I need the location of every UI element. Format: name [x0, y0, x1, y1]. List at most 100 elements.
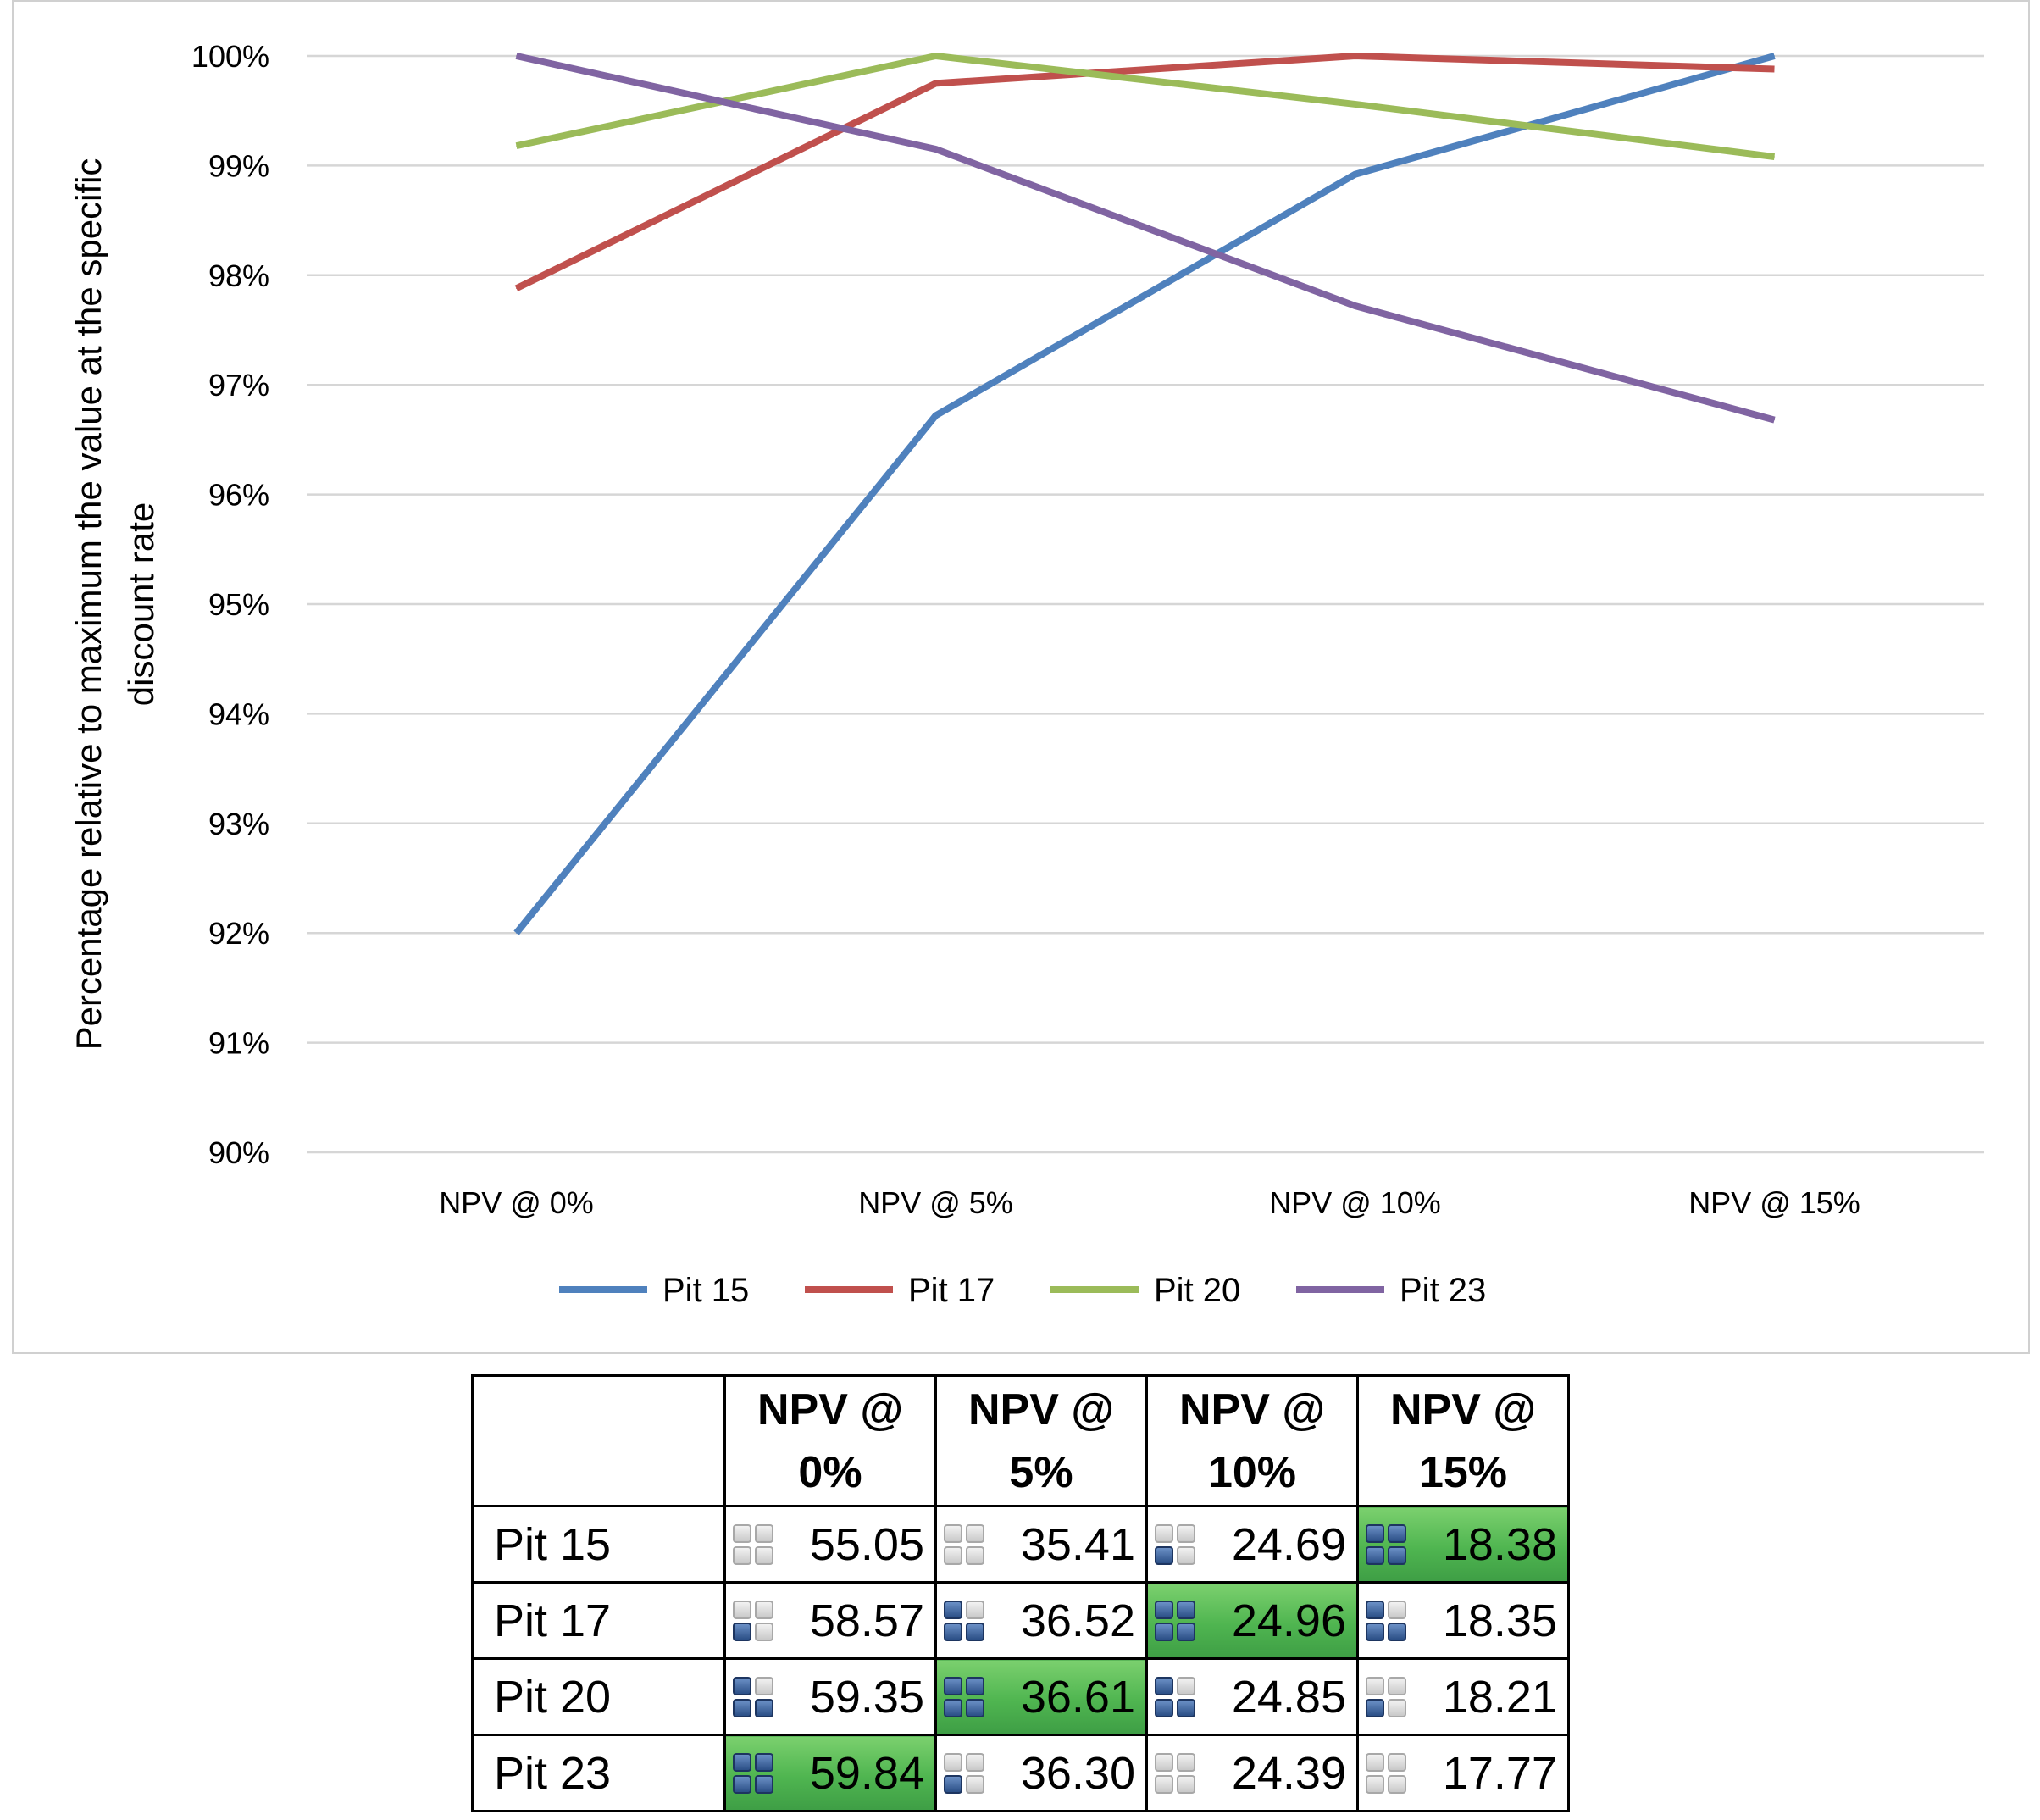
cell-value: 18.35 [1442, 1595, 1557, 1646]
column-header-line: NPV @ [967, 1384, 1115, 1434]
table-cell: 59.84 [723, 1734, 937, 1812]
table-cell: 36.61 [934, 1657, 1148, 1736]
table-row: Pit 15 55.05 35.41 24.69 18.38 [471, 1505, 1570, 1584]
quadrant-rating-icon [944, 1600, 984, 1641]
column-header-line: NPV @ [1389, 1384, 1537, 1434]
table-row: Pit 20 59.35 36.61 24.85 18.21 [471, 1657, 1570, 1736]
table-cell: 24.85 [1145, 1657, 1359, 1736]
quadrant-rating-icon [733, 1752, 773, 1794]
cell-value: 36.61 [1020, 1671, 1135, 1723]
y-axis-title-line: Percentage relative to maximum the value… [69, 158, 108, 1051]
quadrant-rating-icon [1155, 1523, 1195, 1565]
data-point [1774, 55, 1775, 57]
line-chart: 90% 91% 92% 93% 94% 95% 96% 97% 98% 99% 100% NPV @… [69, 39, 1984, 1309]
y-tick-label: 94% [208, 696, 269, 731]
y-tick-label: 100% [191, 39, 269, 74]
column-header-line: 15% [1418, 1447, 1508, 1497]
cell-value: 18.21 [1442, 1671, 1557, 1723]
column-header-line: 10% [1207, 1447, 1297, 1497]
legend-item: Pit 23 [1296, 1272, 1486, 1309]
data-point [935, 414, 936, 416]
table-cell: 24.69 [1145, 1505, 1359, 1584]
table-cell: 35.41 [934, 1505, 1148, 1584]
column-header-line: NPV @ [1178, 1384, 1326, 1434]
legend: Pit 15 Pit 17 Pit 20 Pit 23 [559, 1272, 1486, 1309]
table-cell: 18.21 [1356, 1657, 1570, 1736]
x-tick-label: NPV @ 0% [439, 1185, 594, 1220]
quadrant-rating-icon [1155, 1676, 1195, 1717]
data-point [516, 932, 517, 934]
npv-table: NPV @ 0% NPV @ 5% NPV @ 10% NPV @ 15% Pit 15 55.… [471, 1374, 1570, 1812]
legend-item: Pit 17 [805, 1272, 995, 1309]
quadrant-rating-icon [944, 1523, 984, 1565]
gridlines [307, 54, 1984, 1154]
legend-item: Pit 15 [559, 1272, 749, 1309]
table-column-header: NPV @ 0% [723, 1374, 937, 1507]
quadrant-rating-icon [733, 1676, 773, 1717]
cell-value: 36.30 [1020, 1747, 1135, 1799]
table-cell: 24.96 [1145, 1581, 1359, 1660]
table-body: Pit 15 55.05 35.41 24.69 18.38 Pit 17 58.57 36.… [471, 1505, 1570, 1812]
y-axis-title: Percentage relative to maximum the value… [69, 158, 161, 1051]
y-axis-title-line: discount rate [121, 502, 161, 706]
y-axis-ticks: 90% 91% 92% 93% 94% 95% 96% 97% 98% 99% 100% [191, 39, 269, 1170]
y-tick-label: 95% [208, 587, 269, 622]
cell-value: 35.41 [1020, 1518, 1135, 1570]
table-cell: 59.35 [723, 1657, 937, 1736]
quadrant-rating-icon [1155, 1600, 1195, 1641]
row-label: Pit 23 [471, 1734, 726, 1812]
column-header-line: 5% [1009, 1447, 1073, 1497]
y-tick-label: 92% [208, 916, 269, 951]
x-axis-ticks: NPV @ 0% NPV @ 5% NPV @ 10% NPV @ 15% [439, 1185, 1860, 1220]
quadrant-rating-icon [944, 1676, 984, 1717]
legend-label: Pit 23 [1400, 1272, 1486, 1309]
row-label: Pit 15 [471, 1505, 726, 1584]
table-column-header: NPV @ 10% [1145, 1374, 1359, 1507]
column-header-line: NPV @ [757, 1384, 904, 1434]
cell-value: 24.96 [1231, 1595, 1346, 1646]
cell-value: 58.57 [809, 1595, 924, 1646]
cell-value: 24.85 [1231, 1671, 1346, 1723]
cell-value: 59.84 [809, 1747, 924, 1799]
y-tick-label: 96% [208, 478, 269, 513]
quadrant-rating-icon [944, 1752, 984, 1794]
data-point [516, 145, 517, 147]
y-tick-label: 98% [208, 258, 269, 293]
table-column-header: NPV @ 15% [1356, 1374, 1570, 1507]
row-label: Pit 20 [471, 1657, 726, 1736]
data-point [935, 55, 936, 57]
y-tick-label: 99% [208, 148, 269, 183]
table-cell: 36.30 [934, 1734, 1148, 1812]
cell-value: 24.39 [1231, 1747, 1346, 1799]
data-point [1774, 156, 1775, 158]
data-point [516, 287, 517, 289]
legend-item: Pit 20 [1050, 1272, 1240, 1309]
data-point [935, 82, 936, 84]
column-header-line: 0% [798, 1447, 862, 1497]
table-corner-cell [471, 1374, 726, 1507]
cell-value: 36.52 [1020, 1595, 1135, 1646]
row-label: Pit 17 [471, 1581, 726, 1660]
cell-value: 17.77 [1442, 1747, 1557, 1799]
series-line-pit-15 [513, 53, 1776, 935]
quadrant-rating-icon [1155, 1752, 1195, 1794]
table-header-row: NPV @ 0% NPV @ 5% NPV @ 10% NPV @ 15% [471, 1374, 1570, 1507]
table-cell: 58.57 [723, 1581, 937, 1660]
legend-label: Pit 17 [908, 1272, 995, 1309]
quadrant-rating-icon [733, 1600, 773, 1641]
x-tick-label: NPV @ 5% [858, 1185, 1013, 1220]
quadrant-rating-icon [1366, 1600, 1406, 1641]
x-tick-label: NPV @ 10% [1269, 1185, 1441, 1220]
y-tick-label: 93% [208, 807, 269, 841]
legend-label: Pit 20 [1154, 1272, 1240, 1309]
cell-value: 55.05 [809, 1518, 924, 1570]
data-point [516, 55, 517, 57]
table-column-header: NPV @ 5% [934, 1374, 1148, 1507]
chart-frame [12, 0, 2030, 1354]
x-tick-label: NPV @ 15% [1688, 1185, 1860, 1220]
table-row: Pit 17 58.57 36.52 24.96 18.35 [471, 1581, 1570, 1660]
table-cell: 18.35 [1356, 1581, 1570, 1660]
cell-value: 18.38 [1442, 1518, 1557, 1570]
data-point [935, 148, 936, 150]
series-line-pit-17 [514, 53, 1775, 291]
